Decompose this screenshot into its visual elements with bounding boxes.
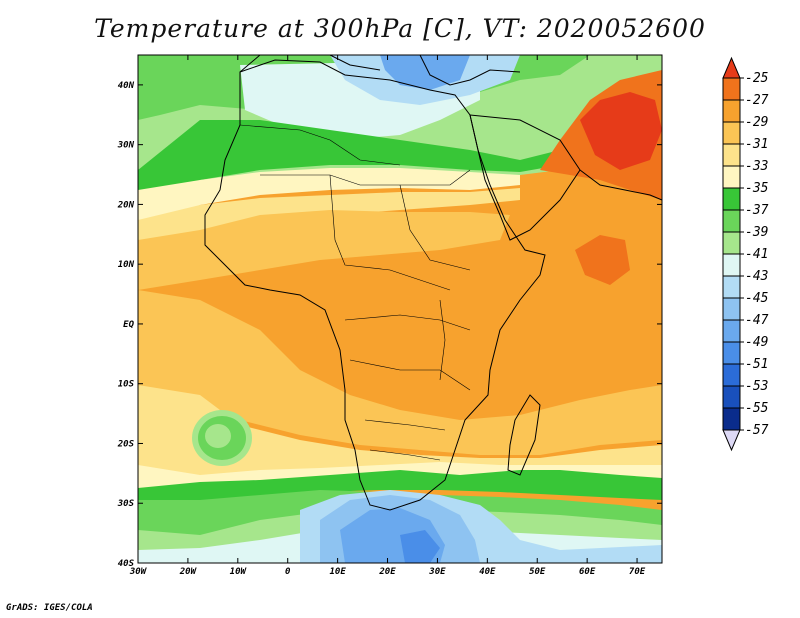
x-tick-label: 30E — [428, 567, 446, 577]
colorbar-label: -57 — [745, 423, 769, 438]
band-yellow-south — [138, 385, 662, 480]
country-borders — [239, 124, 471, 461]
colorbar: -25 -27 -29 -31 -33 -35 -37 -39 -41 -43 -45 -47 -49 -… — [722, 56, 769, 452]
y-tick-label: 30N — [117, 141, 135, 151]
band-green-belt-north — [138, 120, 620, 210]
colorbar-label: -25 — [745, 71, 769, 86]
colorbar-label: -41 — [745, 247, 768, 262]
colorbar-label: -49 — [745, 335, 768, 350]
hot-region-inner — [580, 92, 662, 170]
colorbar-label: -47 — [745, 313, 769, 328]
band-darkblue-south — [400, 530, 440, 563]
colorbar-label: -27 — [745, 93, 769, 108]
x-tick-label: 20W — [179, 567, 198, 577]
colorbar-bottom-arrow — [722, 429, 741, 452]
colorbar-segment — [722, 341, 741, 365]
colorbar-segment — [722, 77, 741, 101]
colorbar-segment — [722, 297, 741, 321]
asia-coastline — [579, 169, 663, 201]
colorbar-segment — [722, 99, 741, 123]
y-tick-label: 30S — [117, 499, 135, 509]
band-yellow-north — [138, 188, 520, 260]
map-title: Temperature at 300hPa [C], VT: 202005260… — [94, 14, 706, 43]
colorbar-label: -35 — [745, 181, 769, 196]
colorbar-segment — [722, 363, 741, 387]
colorbar-segment — [722, 385, 741, 409]
colorbar-segment — [722, 165, 741, 189]
y-tick-label: 20N — [117, 200, 135, 210]
x-tick-label: 70E — [629, 567, 646, 577]
plot-frame — [137, 54, 663, 564]
y-tick-label: 40N — [118, 81, 135, 91]
credit-text: GrADS: IGES/COLA — [6, 603, 93, 613]
colorbar-label: -31 — [745, 137, 768, 152]
colorbar-segment — [722, 275, 741, 299]
y-tick-label: 40S — [118, 559, 135, 569]
colorbar-segment — [722, 121, 741, 145]
colorbar-label: -39 — [745, 225, 768, 240]
colorbar-label: -29 — [745, 115, 768, 130]
x-tick-label: 10E — [329, 567, 346, 577]
colorbar-segment — [722, 209, 741, 233]
band-blue-north — [380, 55, 470, 90]
colorbar-label: -55 — [745, 401, 769, 416]
africa-coastline — [204, 59, 546, 511]
band-lightorange-south — [138, 290, 662, 455]
x-tick-label: 60E — [579, 567, 596, 577]
colorbar-segment — [722, 143, 741, 167]
colorbar-segment — [722, 187, 741, 211]
colorbar-label: -43 — [745, 269, 768, 284]
colorbar-label: -45 — [745, 291, 769, 306]
band-lightorange-north — [138, 210, 510, 290]
coastlines — [204, 54, 663, 511]
colorbar-label: -37 — [745, 203, 769, 218]
colorbar-segment — [722, 253, 741, 277]
temperature-field — [138, 55, 662, 563]
y-axis: 40N 30N 20N 10N EQ 10S 20S 30S 40S — [117, 81, 662, 569]
y-tick-label: 10N — [118, 260, 135, 270]
colorbar-segment — [722, 231, 741, 255]
europe-coastline — [239, 54, 521, 86]
x-tick-label: 30W — [129, 567, 148, 577]
colorbar-label: -51 — [745, 357, 768, 372]
x-tick-label: 0 — [285, 567, 291, 577]
arabia-coastline — [469, 114, 581, 241]
colorbar-top-arrow — [722, 56, 741, 79]
y-tick-label: 10S — [118, 380, 135, 390]
x-axis: 30W 20W 10W 0 10E 20E 30E 40E 50E 60E 70E — [129, 55, 646, 577]
colorbar-segment — [722, 407, 741, 431]
x-tick-label: 50E — [529, 567, 546, 577]
x-tick-label: 40E — [479, 567, 496, 577]
x-tick-label: 10W — [230, 567, 248, 577]
colorbar-label: -53 — [745, 379, 768, 394]
madagascar-coastline — [507, 394, 541, 476]
colorbar-label: -33 — [745, 159, 768, 174]
atlantic-low-inner — [205, 424, 231, 448]
y-tick-label: 20S — [117, 439, 135, 449]
colorbar-segment — [722, 319, 741, 343]
hot-region-orange-patch — [575, 235, 630, 285]
y-tick-label: EQ — [123, 320, 134, 330]
band-green-south — [138, 470, 662, 510]
x-tick-label: 20E — [378, 567, 396, 577]
